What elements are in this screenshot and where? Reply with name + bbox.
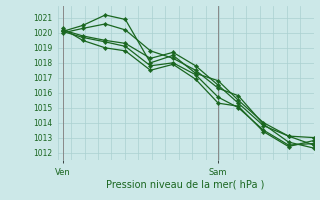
X-axis label: Pression niveau de la mer( hPa ): Pression niveau de la mer( hPa ) [107, 179, 265, 189]
